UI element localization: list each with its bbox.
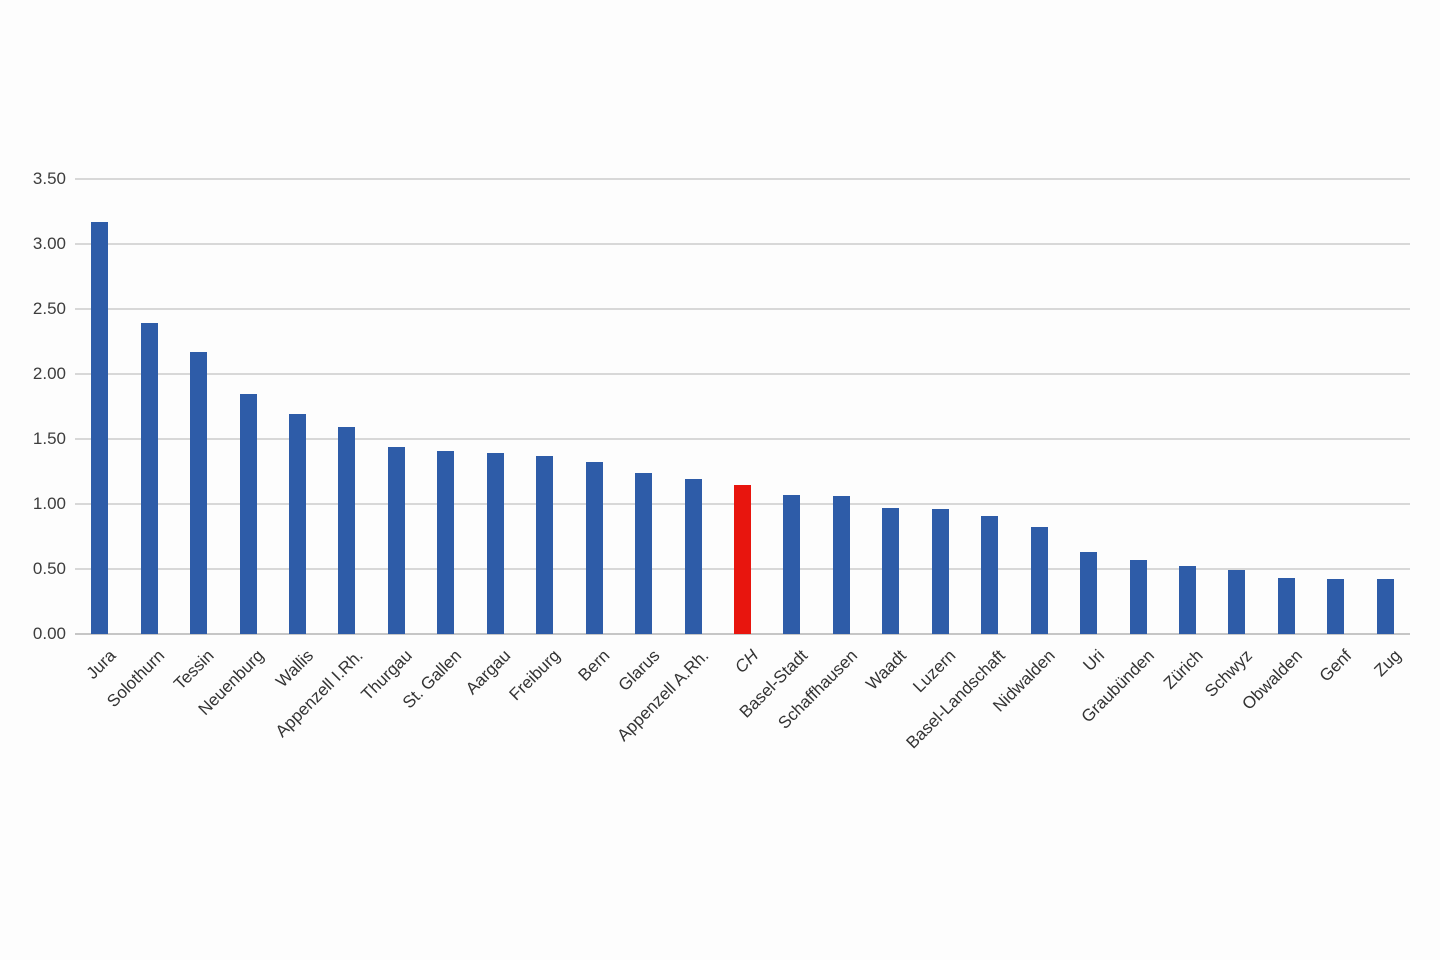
bar-appenzell-i-rh [338,427,356,634]
bar-basel-stadt [783,494,801,634]
bar-neuenburg [239,393,257,634]
bar-bern [585,462,603,634]
y-tick-label: 3.00 [32,234,66,253]
bar-tessin [190,351,208,634]
gridline [75,438,1410,440]
y-tick-label: 1.50 [32,429,66,448]
bar-zug [1376,579,1394,634]
bar-z-rich [1179,566,1196,634]
bar-glarus [635,472,653,634]
bar-appenzell-a-rh [684,479,702,634]
bar-nidwalden [1030,527,1048,634]
bar-schaffhausen [832,496,850,634]
bar-genf [1327,579,1345,634]
bar-solothurn [140,323,158,634]
x-tick-label: Freiburg [505,646,565,705]
bar-wallis [289,414,306,634]
bar-obwalden [1277,578,1295,634]
bar-thurgau [387,446,405,634]
bar-schwyz [1228,570,1246,634]
x-tick-label: Waadt [862,646,911,694]
bar-waadt [882,507,900,634]
x-tick-label: Wallis [271,646,317,692]
bar-st-gallen [437,450,455,634]
x-tick-label: Uri [1079,646,1109,675]
bar-basel-landschaft [981,515,999,634]
y-tick-label: 3.50 [32,169,66,188]
gridline [75,178,1410,180]
gridline [75,243,1410,245]
y-tick-label: 0.50 [32,559,66,578]
gridline [75,373,1410,375]
x-axis-line [75,633,1410,635]
y-tick-label: 0.00 [32,624,66,643]
y-tick-label: 2.50 [32,299,66,318]
bar-luzern [931,509,949,634]
bar-freiburg [536,455,554,634]
x-tick-label: Jura [82,646,120,683]
x-tick-label: Genf [1315,646,1356,686]
gridline [75,308,1410,310]
bar-ch [734,484,751,634]
x-tick-label: Appenzell I.Rh. [271,646,367,741]
bar-graub-nden [1129,559,1147,634]
bar-aargau [486,453,504,634]
x-tick-label: CH [731,646,762,677]
y-tick-label: 2.00 [32,364,66,383]
x-tick-label: Bern [574,646,614,685]
x-tick-label: Zug [1370,646,1405,681]
y-tick-label: 1.00 [32,494,66,513]
bar-jura [91,221,109,634]
bar-uri [1080,552,1098,634]
